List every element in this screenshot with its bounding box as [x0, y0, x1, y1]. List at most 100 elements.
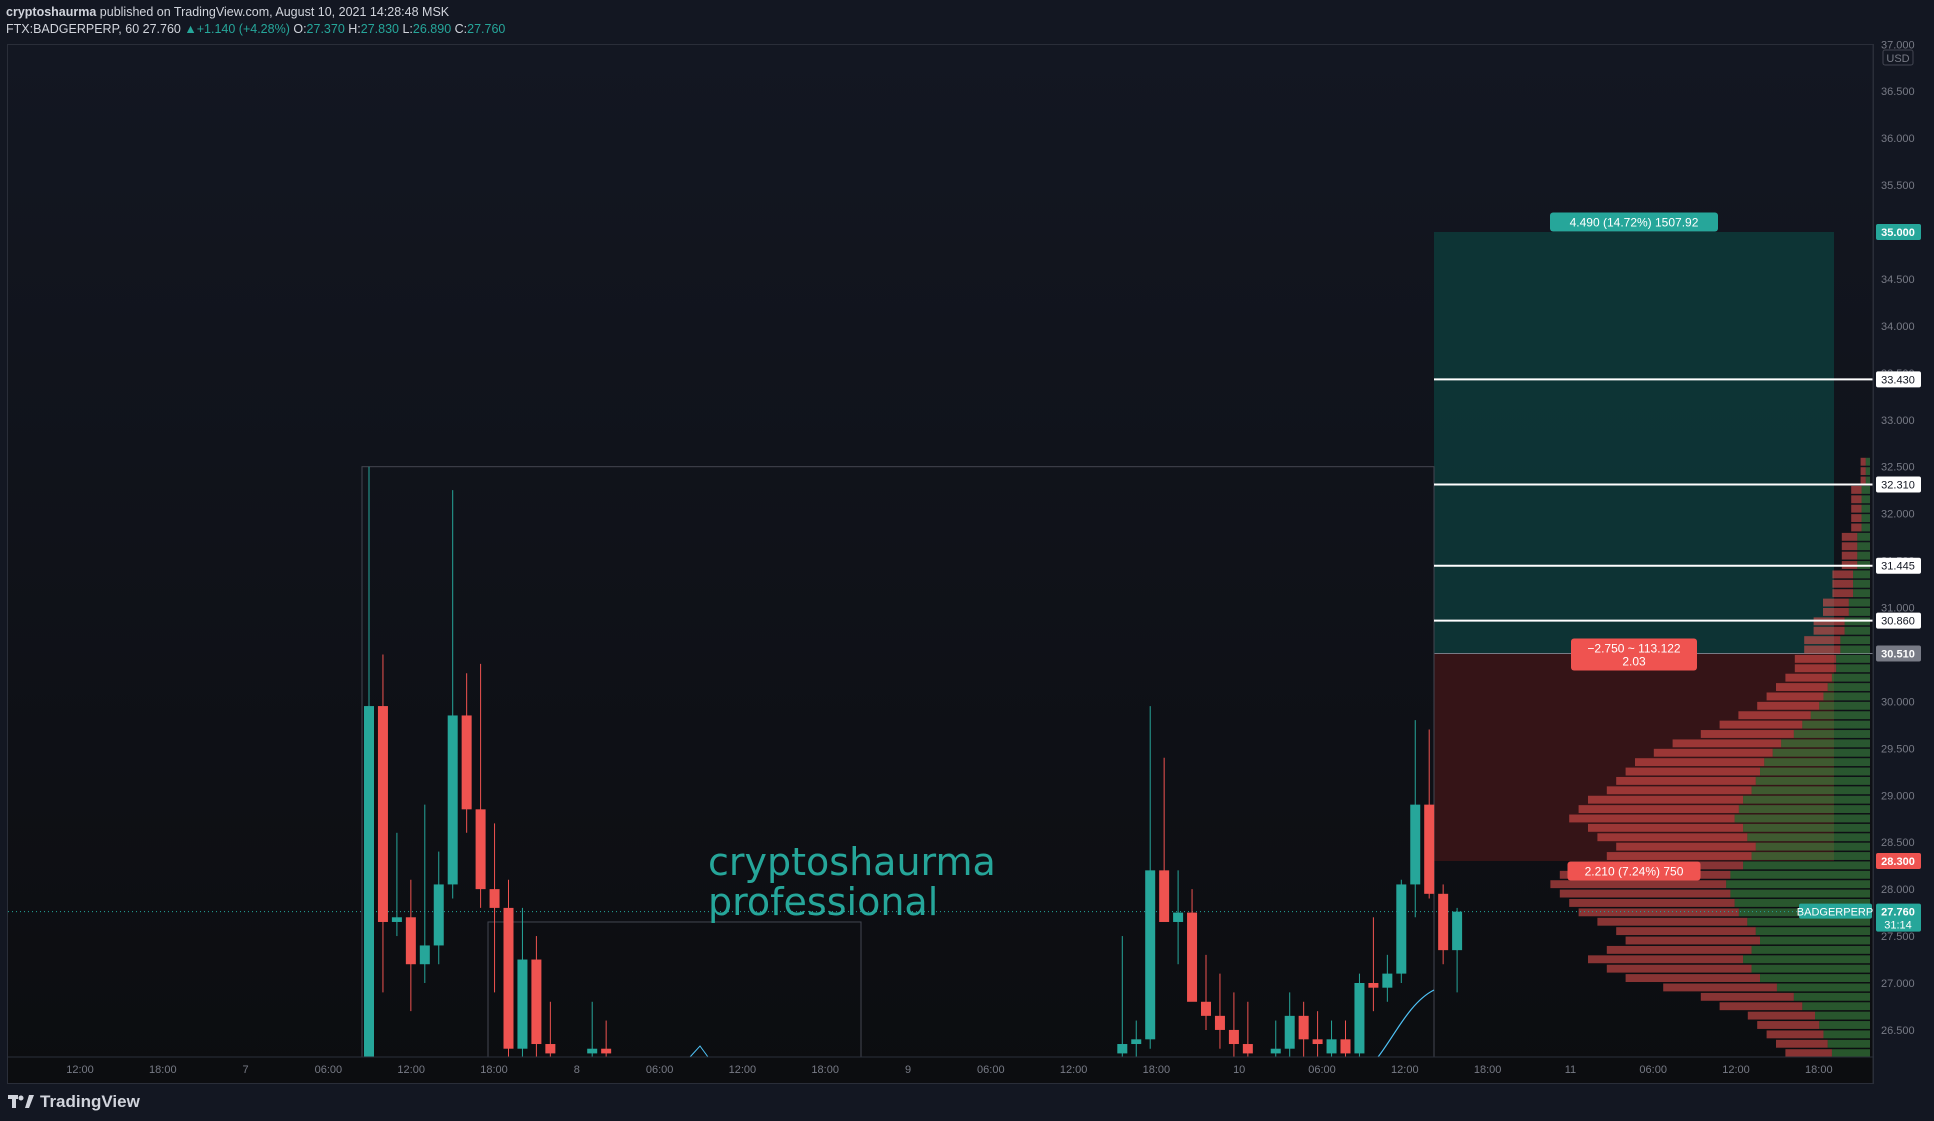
candle-body[interactable] — [1214, 1015, 1225, 1030]
candle-body[interactable] — [475, 809, 486, 890]
price-tick-label: 30.000 — [1881, 696, 1915, 708]
price-tag[interactable] — [1876, 852, 1921, 869]
candle-body[interactable] — [531, 959, 542, 1045]
symbol-ohlc-line: FTX:BADGERPERP, 60 27.760 ▲+1.140 (+4.28… — [6, 21, 505, 38]
last-price-tag-value: 27.760 — [1881, 907, 1915, 919]
candle-body[interactable] — [1173, 912, 1184, 922]
volume-profile-sell-bar — [1588, 795, 1744, 804]
publish-line: cryptoshaurma published on TradingView.c… — [6, 4, 505, 21]
candle-body[interactable] — [517, 959, 528, 1049]
candle-body[interactable] — [1326, 1039, 1337, 1054]
volume-profile-sell-bar — [1606, 964, 1752, 973]
price-tag[interactable] — [1876, 612, 1921, 629]
volume-profile-buy-bar — [1751, 964, 1870, 973]
candle-body[interactable] — [433, 884, 444, 946]
price-tick-label: 36.500 — [1881, 86, 1915, 98]
volume-profile-buy-bar — [1848, 598, 1870, 607]
candle-body[interactable] — [1117, 1044, 1128, 1054]
risk-reward-label: −2.750 ~ 113.122 — [1587, 641, 1681, 655]
target-label-box[interactable] — [1550, 212, 1718, 232]
candle-body[interactable] — [1396, 884, 1407, 974]
volume-profile-buy-bar — [1755, 776, 1870, 785]
candle-body[interactable] — [364, 706, 374, 1058]
publisher-name[interactable]: cryptoshaurma — [6, 5, 97, 19]
candle-body[interactable] — [1340, 1039, 1351, 1054]
price-tag[interactable] — [1876, 224, 1921, 240]
risk-reward-label-box[interactable] — [1571, 638, 1697, 671]
symbol-tag[interactable] — [1799, 903, 1872, 919]
volume-profile-buy-bar — [1747, 833, 1870, 842]
candle-body[interactable] — [1201, 1001, 1211, 1016]
volume-profile-sell-bar — [1700, 992, 1794, 1001]
candle-body[interactable] — [1312, 1039, 1323, 1045]
volume-profile-buy-bar — [1827, 683, 1870, 691]
candle-body[interactable] — [405, 917, 416, 965]
candle-body[interactable] — [489, 889, 500, 908]
volume-profile-sell-bar — [1606, 945, 1752, 954]
price-tick-label: 32.000 — [1881, 509, 1915, 521]
volume-profile-sell-bar — [1653, 748, 1773, 757]
price-tick-label: 37.000 — [1881, 39, 1915, 51]
price-tick-label: 31.000 — [1881, 603, 1915, 615]
volume-profile-buy-bar — [1793, 992, 1870, 1001]
profit-zone[interactable] — [1434, 232, 1834, 654]
candle-body[interactable] — [1354, 983, 1365, 1054]
candle-body[interactable] — [1368, 983, 1379, 988]
candle-body[interactable] — [1131, 1039, 1142, 1045]
candle-body[interactable] — [1159, 870, 1170, 922]
candle-body[interactable] — [1452, 911, 1463, 951]
volume-profile-buy-bar — [1819, 1021, 1870, 1029]
price-tag[interactable] — [1876, 371, 1921, 388]
currency-box — [1882, 49, 1914, 66]
candle-body[interactable] — [1187, 912, 1198, 1002]
volume-profile-buy-bar — [1726, 880, 1870, 889]
volume-profile-buy-bar — [1743, 823, 1870, 832]
stop-label-box[interactable] — [1567, 861, 1701, 881]
candle-body[interactable] — [587, 1048, 598, 1054]
volume-profile-buy-bar — [1793, 730, 1870, 738]
price-tag[interactable] — [1876, 645, 1921, 662]
time-tick-label: 12:00 — [397, 1064, 425, 1076]
candle-body[interactable] — [1284, 1015, 1295, 1049]
volume-profile-sell-bar — [1785, 673, 1832, 682]
candle-body[interactable] — [1410, 804, 1421, 885]
price-tag[interactable] — [1876, 557, 1921, 574]
volume-profile-sell-bar — [1823, 608, 1849, 616]
candle-body[interactable] — [377, 706, 388, 922]
time-tick-label: 18:00 — [149, 1064, 177, 1076]
candle-body[interactable] — [1438, 893, 1449, 951]
candle-body[interactable] — [1228, 1029, 1239, 1045]
time-tick-label: 8 — [574, 1064, 580, 1076]
volume-profile-buy-bar — [1853, 589, 1870, 598]
indicator-curve — [689, 1045, 709, 1058]
price-tag[interactable] — [1876, 476, 1921, 493]
candle-body[interactable] — [1270, 1048, 1281, 1054]
candle-body[interactable] — [1242, 1044, 1253, 1054]
last-price-tag[interactable] — [1876, 903, 1921, 932]
candle-body[interactable] — [419, 945, 430, 965]
candle-body[interactable] — [1424, 804, 1435, 894]
range-rectangle-small[interactable] — [487, 921, 862, 1058]
price-tick-label: 26.500 — [1881, 1025, 1915, 1037]
indicator-curve — [1377, 989, 1435, 1058]
candle-body[interactable] — [447, 715, 458, 885]
candle-body[interactable] — [601, 1048, 612, 1054]
candle-body[interactable] — [1382, 973, 1393, 988]
volume-profile-sell-bar — [1559, 889, 1731, 898]
volume-profile-sell-bar — [1616, 776, 1756, 785]
candle-body[interactable] — [1298, 1015, 1309, 1040]
candle-body[interactable] — [503, 907, 514, 1049]
price-tag-value: 31.445 — [1881, 561, 1915, 573]
volume-profile-buy-bar — [1738, 805, 1870, 814]
candle-body[interactable] — [545, 1044, 556, 1054]
tradingview-logo[interactable]: TradingView — [8, 1092, 140, 1112]
volume-profile-buy-bar — [1734, 814, 1870, 823]
volume-profile-sell-bar — [1578, 805, 1739, 814]
volume-profile-buy-bar — [1861, 495, 1870, 504]
candle-body[interactable] — [461, 715, 472, 810]
candle-body[interactable] — [391, 917, 402, 922]
candle-body[interactable] — [1145, 870, 1156, 1040]
price-tick-label: 29.500 — [1881, 743, 1915, 755]
price-tick-label: 34.500 — [1881, 274, 1915, 286]
